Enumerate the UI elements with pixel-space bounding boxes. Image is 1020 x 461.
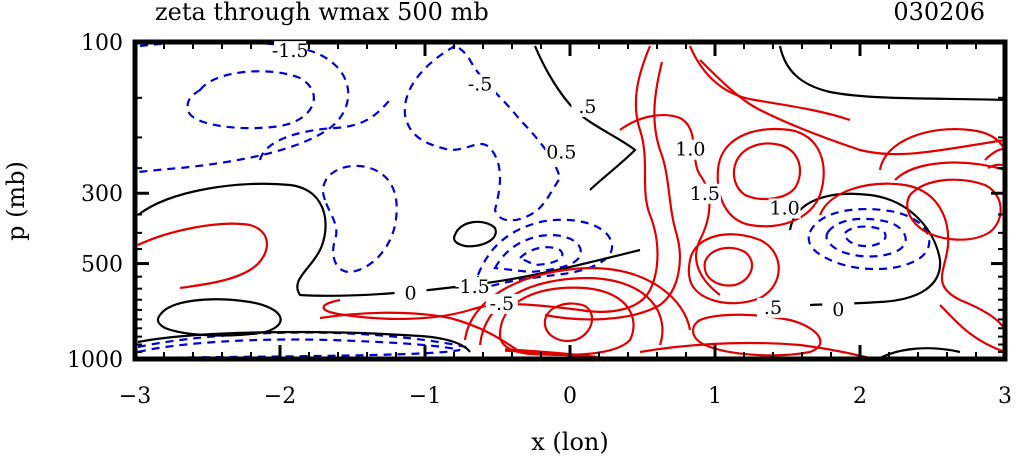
pos-contour bbox=[688, 45, 851, 122]
contour-label: 1.0 bbox=[769, 197, 799, 219]
contour-label-bg bbox=[455, 276, 488, 297]
contour-label: 1.5 bbox=[690, 183, 720, 205]
x-tick-label: 2 bbox=[853, 384, 867, 409]
plot-frame bbox=[132, 39, 1008, 362]
contour-labels: -1.5-.5.50.5 1.01.51.00 -1.5-.5.5 0 bbox=[272, 40, 855, 321]
x-tick-label: −1 bbox=[409, 384, 441, 409]
zero-contour bbox=[788, 192, 942, 307]
neg-contour bbox=[186, 70, 315, 130]
y-axis-label: p (mb) bbox=[2, 161, 30, 241]
contour-label-bg bbox=[464, 74, 497, 95]
neg-contour bbox=[136, 42, 350, 174]
zero-contours bbox=[137, 45, 1005, 359]
contour-label-bg bbox=[674, 139, 707, 160]
x-tick-label: −3 bbox=[119, 384, 151, 409]
x-tick-label: −2 bbox=[264, 384, 296, 409]
pos-contour bbox=[544, 61, 681, 321]
y-tick-label: 1000 bbox=[67, 348, 123, 373]
contour-field bbox=[136, 42, 1005, 359]
neg-contour bbox=[476, 218, 614, 292]
contour-label-bg bbox=[688, 183, 721, 204]
x-tick-label: 3 bbox=[998, 384, 1012, 409]
pos-contour bbox=[137, 222, 268, 290]
contour-label-bg bbox=[545, 142, 578, 163]
pos-contour bbox=[906, 178, 1002, 241]
positive-contours bbox=[137, 45, 1005, 359]
contour-label: 0 bbox=[404, 283, 416, 305]
contour-label-bg bbox=[822, 299, 855, 320]
neg-contour bbox=[322, 164, 398, 274]
x-tick-label: 1 bbox=[708, 384, 722, 409]
contour-label-bg bbox=[768, 198, 801, 219]
pos-contour bbox=[818, 182, 1005, 331]
chart-title: zeta through wmax 500 mb bbox=[155, 0, 489, 26]
pos-contour bbox=[894, 161, 1005, 181]
contour-label: -.5 bbox=[490, 293, 515, 315]
neg-contour bbox=[137, 338, 461, 359]
pos-contour bbox=[543, 302, 594, 342]
zero-contour bbox=[452, 220, 497, 248]
contour-label: 1.0 bbox=[675, 139, 705, 161]
negative-contours bbox=[136, 42, 931, 359]
neg-contour bbox=[403, 44, 562, 222]
pos-contour bbox=[878, 128, 1005, 171]
neg-contour bbox=[518, 246, 564, 267]
pos-contour bbox=[692, 313, 822, 357]
y-tick-label: 100 bbox=[81, 31, 123, 56]
pos-contour bbox=[699, 59, 1005, 156]
zero-contour bbox=[137, 182, 641, 297]
neg-contour bbox=[493, 234, 582, 274]
contour-label: .5 bbox=[578, 96, 596, 118]
pos-contour bbox=[463, 266, 692, 341]
pos-contour bbox=[687, 233, 780, 305]
contour-label: 0 bbox=[832, 299, 844, 321]
pos-contour bbox=[619, 114, 721, 296]
date-label: 030206 bbox=[893, 0, 985, 26]
x-axis-label: x (lon) bbox=[531, 428, 608, 456]
zero-contour bbox=[778, 45, 1005, 102]
pos-contour bbox=[498, 286, 635, 357]
neg-contour bbox=[843, 225, 887, 248]
zero-contour bbox=[137, 330, 471, 353]
neg-contour bbox=[807, 207, 931, 271]
neg-contour bbox=[258, 99, 391, 161]
y-tick-label: 300 bbox=[81, 182, 123, 207]
pos-contour bbox=[732, 142, 802, 201]
y-tick-label: 500 bbox=[81, 253, 123, 278]
zero-contour bbox=[879, 347, 961, 359]
zero-contour bbox=[156, 298, 282, 337]
contour-label-bg bbox=[274, 41, 307, 62]
contour-label: .5 bbox=[764, 297, 782, 319]
contour-label: -.5 bbox=[468, 73, 493, 95]
contour-label-bg bbox=[485, 293, 518, 314]
contour-label-bg bbox=[757, 297, 789, 318]
pos-contour bbox=[716, 128, 825, 228]
contour-label: -1.5 bbox=[453, 276, 490, 298]
contour-label-bg bbox=[394, 283, 427, 304]
neg-contour bbox=[825, 217, 907, 258]
pos-contour bbox=[319, 311, 521, 353]
pos-contour bbox=[703, 246, 754, 287]
pos-contour bbox=[939, 304, 1005, 354]
contour-label: 0.5 bbox=[546, 142, 576, 164]
axes: −3 −2 −1 0 1 2 3 100 300 500 1000 bbox=[67, 31, 1012, 409]
zero-contour bbox=[533, 45, 637, 191]
pos-contour bbox=[322, 45, 659, 320]
contour-label-bg bbox=[571, 96, 604, 117]
pos-contour bbox=[639, 341, 871, 359]
contour-label: -1.5 bbox=[272, 40, 309, 62]
x-tick-label: 0 bbox=[563, 384, 577, 409]
